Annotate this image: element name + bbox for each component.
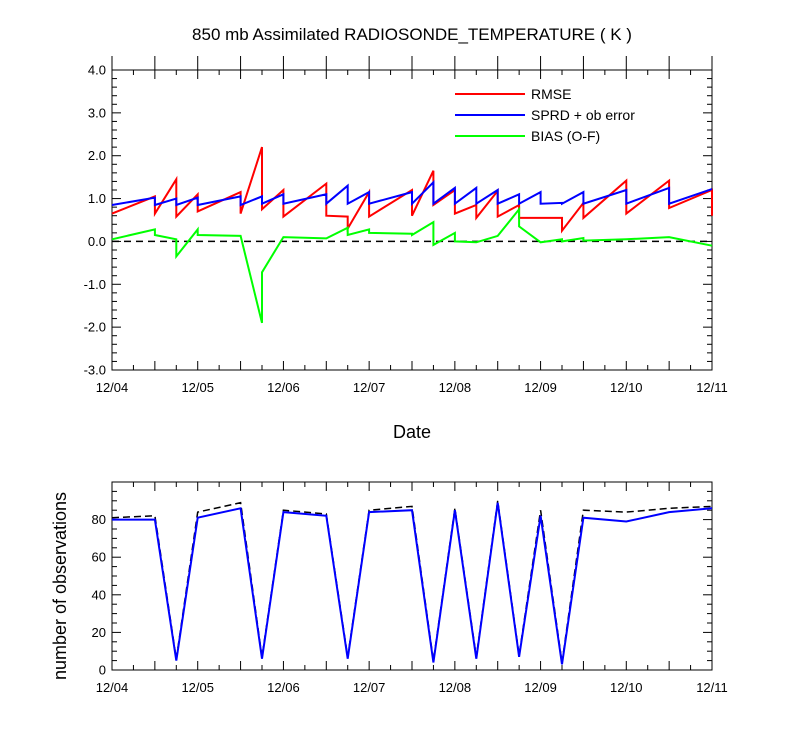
x-tick-label: 12/04 xyxy=(96,680,129,695)
y-tick-label: -3.0 xyxy=(84,363,106,378)
x-tick-label: 12/08 xyxy=(439,680,472,695)
legend-label: BIAS (O-F) xyxy=(531,128,600,144)
y-tick-label: 20 xyxy=(92,625,106,640)
y-axis-title: number of observations xyxy=(50,492,70,680)
chart-panel-1: -3.0 -2.0 -1.0 0.0 1.0 2.0 3.0 4.0 12/04 12/05 12/… xyxy=(84,25,728,442)
y-tick-label: 1.0 xyxy=(88,191,106,206)
y-tick-label: 40 xyxy=(92,587,106,602)
series-line-assimilated xyxy=(112,502,713,665)
y-tick-label: 0.0 xyxy=(88,234,106,249)
x-tick-label: 12/08 xyxy=(439,380,472,395)
chart-panel-2: 0 20 40 60 80 12/04 12/05 12/06 12/07 12/08 12/09 1… xyxy=(50,481,728,695)
x-tick-label: 12/11 xyxy=(696,380,728,395)
x-tick-label: 12/07 xyxy=(353,380,386,395)
legend-label: SPRD + ob error xyxy=(531,107,635,123)
series-line-bias-o-f xyxy=(111,206,713,324)
x-tick-label: 12/04 xyxy=(96,380,129,395)
chart-title: 850 mb Assimilated RADIOSONDE_TEMPERATUR… xyxy=(192,25,632,44)
x-tick-label: 12/07 xyxy=(353,680,386,695)
x-tick-label: 12/10 xyxy=(610,380,643,395)
legend-label: RMSE xyxy=(531,86,571,102)
x-tick-label: 12/06 xyxy=(267,380,300,395)
y-tick-label: 3.0 xyxy=(88,105,106,120)
y-tick-label: -1.0 xyxy=(84,277,106,292)
x-tick-label: 12/05 xyxy=(181,380,214,395)
x-tick-label: 12/09 xyxy=(524,380,557,395)
series-line-sprd-ob-error xyxy=(111,179,713,207)
y-tick-label: -2.0 xyxy=(84,320,106,335)
x-tick-label: 12/11 xyxy=(696,680,728,695)
x-tick-label: 12/09 xyxy=(524,680,557,695)
y-tick-label: 0 xyxy=(99,663,106,678)
x-tick-label: 12/06 xyxy=(267,680,300,695)
series-line-possible xyxy=(111,500,713,663)
x-tick-label: 12/10 xyxy=(610,680,643,695)
y-tick-label: 4.0 xyxy=(88,63,106,78)
x-tick-label: 12/05 xyxy=(181,680,214,695)
x-axis-title: Date xyxy=(393,422,431,442)
y-tick-label: 80 xyxy=(92,512,106,527)
y-tick-label: 2.0 xyxy=(88,148,106,163)
series-line-rmse xyxy=(111,146,713,234)
y-tick-label: 60 xyxy=(92,550,106,565)
legend: RMSE SPRD + ob error BIAS (O-F) xyxy=(455,86,635,144)
